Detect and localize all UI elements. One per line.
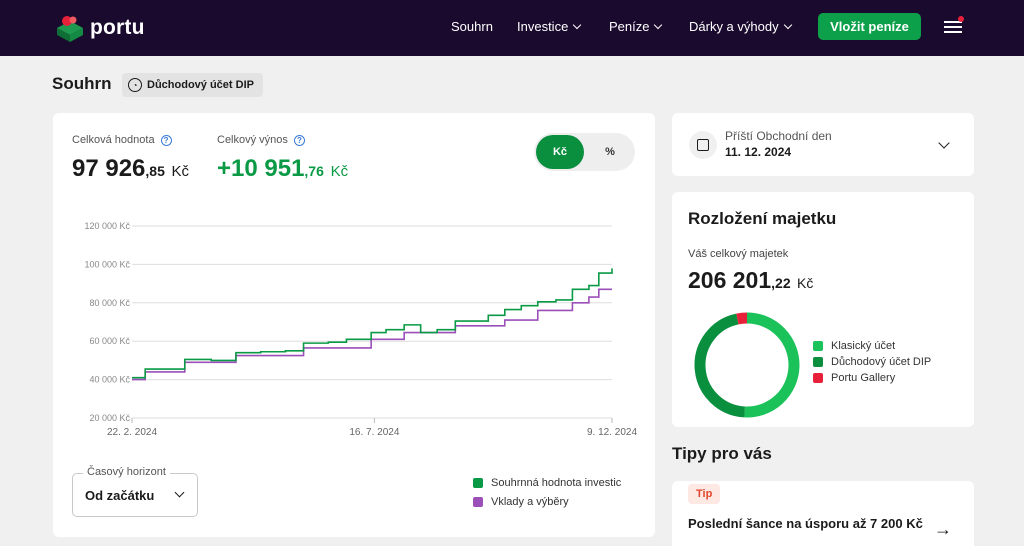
next-trading-label: Příští Obchodní den — [725, 129, 832, 143]
chevron-down-icon — [174, 487, 185, 498]
nav-investice-label: Investice — [517, 19, 569, 34]
portfolio-card: Celková hodnota ? 97 926,85 Kč Celkový v… — [53, 113, 655, 537]
total-return-int: +10 951 — [217, 155, 305, 182]
total-value-label-row: Celková hodnota ? — [72, 134, 172, 146]
nav-darky-label: Dárky a výhody — [689, 19, 779, 34]
donut-slice[interactable] — [744, 312, 800, 418]
total-return-dec: ,76 — [304, 163, 324, 179]
legend-swatch — [473, 478, 483, 488]
x-tick-label: 16. 7. 2024 — [349, 427, 399, 438]
legend-label: Důchodový účet DIP — [831, 356, 932, 368]
portfolio-line-chart[interactable]: 120 000 Kč 100 000 Kč 80 000 Kč 60 000 Kč 40… — [53, 213, 655, 453]
time-horizon-select[interactable]: Časový horizont Od začátku — [72, 466, 198, 517]
notification-dot — [958, 16, 964, 22]
y-tick-label: 40 000 Kč — [89, 375, 130, 385]
asset-legend-classic: Klasický účet — [813, 340, 895, 352]
legend-swatch — [473, 497, 483, 507]
nav-penize-label: Peníze — [609, 19, 650, 34]
legend-swatch — [813, 357, 823, 367]
toggle-percent[interactable]: % — [605, 146, 615, 158]
chevron-down-icon — [783, 20, 792, 30]
nav-penize[interactable]: Peníze — [609, 19, 663, 34]
account-badge-label: Důchodový účet DIP — [147, 79, 254, 91]
chevron-down-icon — [654, 20, 663, 30]
tip-card[interactable]: Tip Poslední šance na úsporu až 7 200 Kč… — [672, 481, 974, 546]
nav-darky[interactable]: Dárky a výhody — [689, 19, 792, 34]
tip-badge: Tip — [688, 484, 721, 504]
y-tick-label: 120 000 Kč — [84, 221, 130, 231]
account-icon: ◔ — [128, 78, 142, 92]
legend-total-value: Souhrnná hodnota investic — [473, 477, 621, 489]
x-tick-label: 9. 12. 2024 — [587, 427, 637, 438]
total-value-currency: Kč — [171, 163, 190, 180]
help-icon[interactable]: ? — [293, 134, 305, 146]
time-horizon-label: Časový horizont — [83, 466, 170, 478]
total-assets-int: 206 201 — [688, 267, 772, 293]
calendar-icon — [689, 131, 717, 159]
legend-label: Vklady a výběry — [491, 496, 569, 508]
asset-donut-chart[interactable] — [692, 310, 802, 420]
arrow-right-icon[interactable]: → — [934, 519, 952, 539]
legend-swatch — [813, 341, 823, 351]
total-assets-dec: ,22 — [771, 275, 791, 291]
portu-logo[interactable]: portu — [56, 11, 166, 45]
nav-investice[interactable]: Investice — [517, 19, 582, 34]
asset-allocation-title: Rozložení majetku — [688, 209, 837, 228]
help-icon[interactable]: ? — [160, 134, 172, 146]
total-return-currency: Kč — [330, 163, 349, 180]
legend-swatch — [813, 373, 823, 383]
tip-text: Poslední šance na úsporu až 7 200 Kč — [688, 516, 923, 531]
total-return-label: Celkový výnos — [217, 134, 288, 146]
total-assets-label: Váš celkový majetek — [688, 248, 789, 260]
total-value-label: Celková hodnota — [72, 134, 155, 146]
unit-toggle: Kč % — [534, 133, 635, 171]
nav-souhrn[interactable]: Souhrn — [451, 19, 493, 34]
portu-logo-icon — [56, 13, 84, 43]
legend-label: Portu Gallery — [831, 372, 896, 384]
x-tick-label: 22. 2. 2024 — [107, 427, 157, 438]
next-trading-day-card[interactable]: Příští Obchodní den 11. 12. 2024 — [672, 113, 974, 176]
y-tick-label: 60 000 Kč — [89, 336, 130, 346]
total-return-label-row: Celkový výnos ? — [217, 134, 305, 146]
series-line-deposits[interactable] — [132, 288, 612, 381]
nav-souhrn-label: Souhrn — [451, 19, 493, 34]
brand-name: portu — [90, 16, 145, 39]
asset-allocation-card: Rozložení majetku Váš celkový majetek 20… — [672, 192, 974, 427]
legend-label: Souhrnná hodnota investic — [491, 477, 622, 489]
total-value-dec: ,85 — [145, 163, 165, 179]
top-navigation-bar: portu Souhrn Investice Peníze Dárky a vý… — [0, 0, 1024, 56]
time-horizon-value: Od začátku — [85, 488, 155, 503]
legend-deposits: Vklady a výběry — [473, 496, 569, 508]
total-assets-currency: Kč — [797, 275, 814, 291]
deposit-button[interactable]: Vložit peníze — [818, 13, 921, 40]
account-badge[interactable]: ◔ Důchodový účet DIP — [122, 73, 263, 97]
donut-slice[interactable] — [736, 312, 748, 325]
menu-icon[interactable] — [944, 16, 964, 34]
total-value: 97 926,85 Kč — [72, 155, 189, 183]
chevron-down-icon — [573, 20, 582, 30]
donut-slice[interactable] — [694, 313, 746, 418]
asset-legend-dip: Důchodový účet DIP — [813, 356, 931, 368]
series-line-total-value[interactable] — [132, 268, 613, 379]
chevron-down-icon[interactable] — [938, 137, 950, 149]
total-value-int: 97 926 — [72, 155, 146, 182]
tips-title: Tipy pro vás — [672, 444, 772, 463]
next-trading-date: 11. 12. 2024 — [725, 145, 792, 159]
y-tick-label: 100 000 Kč — [84, 259, 130, 269]
page-title: Souhrn — [52, 74, 112, 93]
y-tick-label: 80 000 Kč — [89, 298, 130, 308]
y-tick-label: 20 000 Kč — [89, 413, 130, 423]
asset-legend-gallery: Portu Gallery — [813, 372, 895, 384]
legend-label: Klasický účet — [831, 340, 896, 352]
total-assets-value: 206 201,22 Kč — [688, 267, 813, 294]
total-return: +10 951,76 Kč — [217, 155, 348, 183]
toggle-currency[interactable]: Kč — [536, 135, 584, 169]
